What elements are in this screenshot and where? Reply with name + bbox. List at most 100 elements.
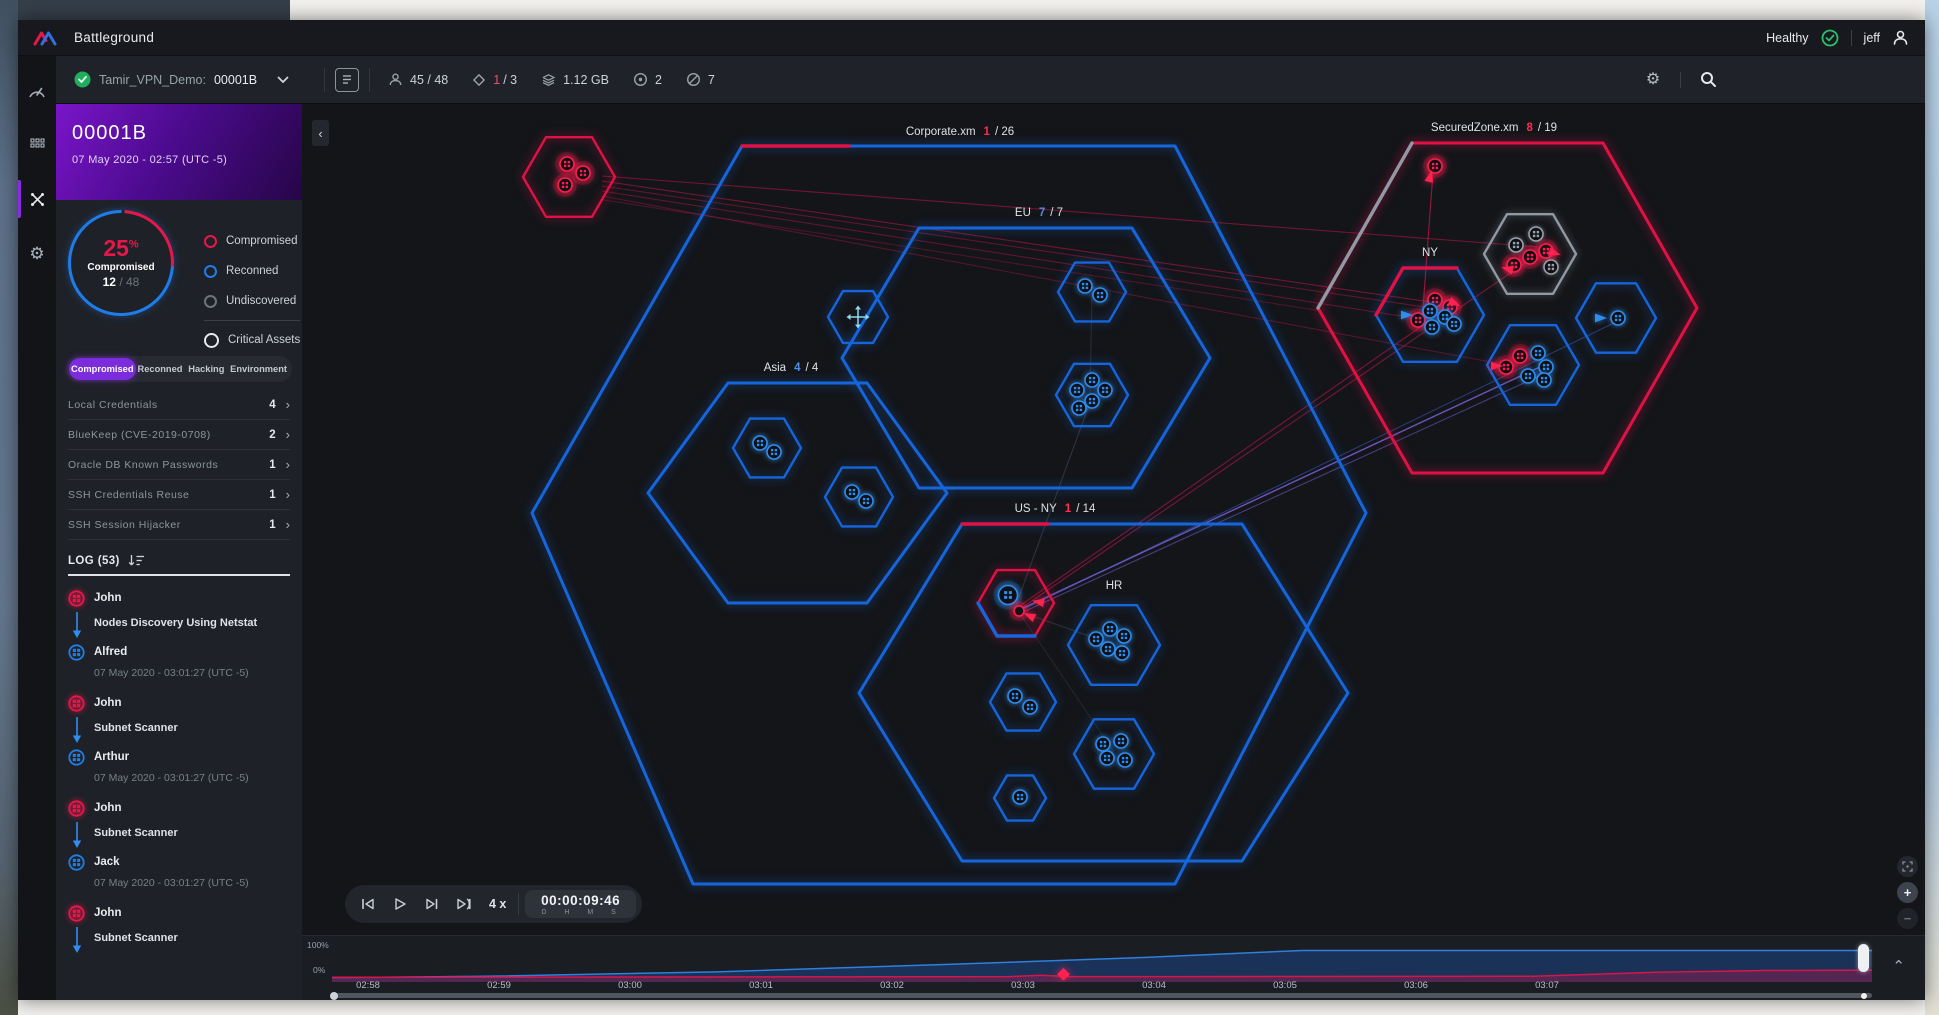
timeline-playhead[interactable] [1858,944,1869,972]
map-zone-eu-hex-b[interactable] [1054,362,1130,428]
timeline-collapse-button[interactable]: ⌃ [1886,956,1911,976]
report-button[interactable] [335,67,359,92]
map-zone-asia-hex-b[interactable] [823,466,895,528]
nav-dashboard[interactable] [18,78,56,104]
tab-reconned[interactable]: Reconned [136,358,185,380]
network-node[interactable] [1099,750,1115,766]
technique-row[interactable]: SSH Credentials Reuse 1 › [68,480,290,510]
map-zone-cluster-hex[interactable] [1485,323,1581,407]
network-node[interactable] [1095,736,1111,752]
user-name[interactable]: jeff [1863,30,1880,45]
log-entry[interactable]: John Subnet Scanner Jack 07 May 2020 - 03:0… [68,796,290,889]
scenario-selector[interactable]: Tamir_VPN_Demo: 00001B [56,71,314,88]
network-node[interactable] [1117,752,1133,768]
network-node[interactable] [1007,688,1023,704]
network-node[interactable] [1102,621,1118,637]
map-zone-plus-hex[interactable] [826,289,890,345]
map-zone-ny[interactable] [1374,266,1486,363]
map-zone-usny-hex-d[interactable] [1072,718,1156,790]
zoom-out-button[interactable]: − [1897,908,1918,929]
network-node[interactable] [553,173,577,197]
timeline-scrubber[interactable] [330,991,1872,1000]
network-node[interactable] [1530,345,1546,361]
zoom-in-button[interactable]: + [1897,882,1918,903]
map-zone-securedzone[interactable] [1316,141,1699,475]
nav-scenarios[interactable] [18,132,56,158]
network-map-svg[interactable]: Corporate.xm 1/ 26 SecuredZone.xm 8/ 19 EU 7/… [302,104,1925,935]
network-node[interactable] [1528,226,1544,242]
map-zone-asia[interactable] [646,381,949,605]
map-zone-hr[interactable] [1066,603,1162,687]
map-zone-eu-hex-a[interactable] [1056,261,1128,323]
map-zone-single-hex[interactable] [1574,282,1658,354]
network-node[interactable] [1009,601,1029,621]
network-node[interactable] [1084,393,1100,409]
skip-end-button[interactable] [451,891,477,917]
map-zone-attacker[interactable] [521,135,617,219]
network-node[interactable] [1022,699,1038,715]
network-node[interactable] [1536,372,1552,388]
network-node[interactable] [1518,245,1542,269]
search-button[interactable] [1695,67,1721,93]
network-node[interactable] [766,444,782,460]
playback-speed[interactable]: 4 x [489,897,507,911]
move-node-icon[interactable] [846,305,870,329]
network-node[interactable] [1508,237,1524,253]
timeline-chart[interactable] [332,938,1872,982]
network-node[interactable] [1077,278,1093,294]
network-node[interactable] [1088,631,1104,647]
sort-icon[interactable] [128,554,145,567]
network-node[interactable] [1543,259,1559,275]
panel-collapse-button[interactable]: ‹ [312,120,329,146]
map-zone-usny-hex-c[interactable] [988,672,1058,732]
settings-button[interactable]: ⚙ [1640,67,1666,93]
step-forward-button[interactable] [419,891,445,917]
technique-row[interactable]: Local Credentials 4 › [68,390,290,420]
map-zone-compromised-hex[interactable] [976,568,1056,638]
skip-start-button[interactable] [355,891,381,917]
log-entry[interactable]: John Subnet Scanner Arthur 07 May 2020 - 03… [68,691,290,784]
fit-view-button[interactable] [1897,856,1918,877]
network-node[interactable] [858,493,874,509]
nav-settings[interactable]: ⚙ [18,240,56,266]
network-node[interactable] [1113,733,1129,749]
network-node[interactable] [1538,359,1554,375]
technique-row[interactable]: BlueKeep (CVE-2019-0708) 2 › [68,420,290,450]
user-icon[interactable] [1892,29,1909,46]
tab-environment[interactable]: Environment [228,358,289,380]
network-node[interactable] [555,152,579,176]
map-zone-eu[interactable] [840,226,1212,490]
tab-hacking[interactable]: Hacking [184,358,228,380]
network-node[interactable] [1069,382,1085,398]
network-node[interactable] [571,161,595,185]
network-node[interactable] [1092,287,1108,303]
network-node[interactable] [1424,319,1440,335]
map-zone-us-ny[interactable] [857,522,1350,863]
network-node[interactable] [1071,400,1087,416]
network-node[interactable] [1446,316,1462,332]
log-entry[interactable]: John Subnet Scanner [68,901,290,954]
map-zone-corporate[interactable] [530,144,1368,886]
network-node[interactable] [1097,382,1113,398]
network-node[interactable] [1116,628,1132,644]
tab-compromised[interactable]: Compromised [69,358,136,380]
map-zone-usny-hex-e[interactable] [992,774,1048,822]
technique-row[interactable]: SSH Session Hijacker 1 › [68,510,290,540]
network-node[interactable] [1502,253,1526,277]
network-node[interactable] [752,435,768,451]
network-node[interactable] [993,580,1023,610]
network-node[interactable] [1100,641,1116,657]
network-node[interactable] [1494,355,1518,379]
play-button[interactable] [387,891,413,917]
log-entry[interactable]: John Nodes Discovery Using Netstat Alfred 0… [68,586,290,679]
nav-battleground[interactable] [18,180,56,218]
network-node[interactable] [1520,368,1536,384]
network-node[interactable] [1012,789,1028,805]
map-zone-asia-hex-a[interactable] [731,417,803,479]
network-node[interactable] [1508,344,1532,368]
network-node[interactable] [1422,303,1438,319]
network-node[interactable] [1114,645,1130,661]
network-node[interactable] [844,484,860,500]
network-node[interactable] [1610,310,1626,326]
network-node[interactable] [1084,372,1100,388]
